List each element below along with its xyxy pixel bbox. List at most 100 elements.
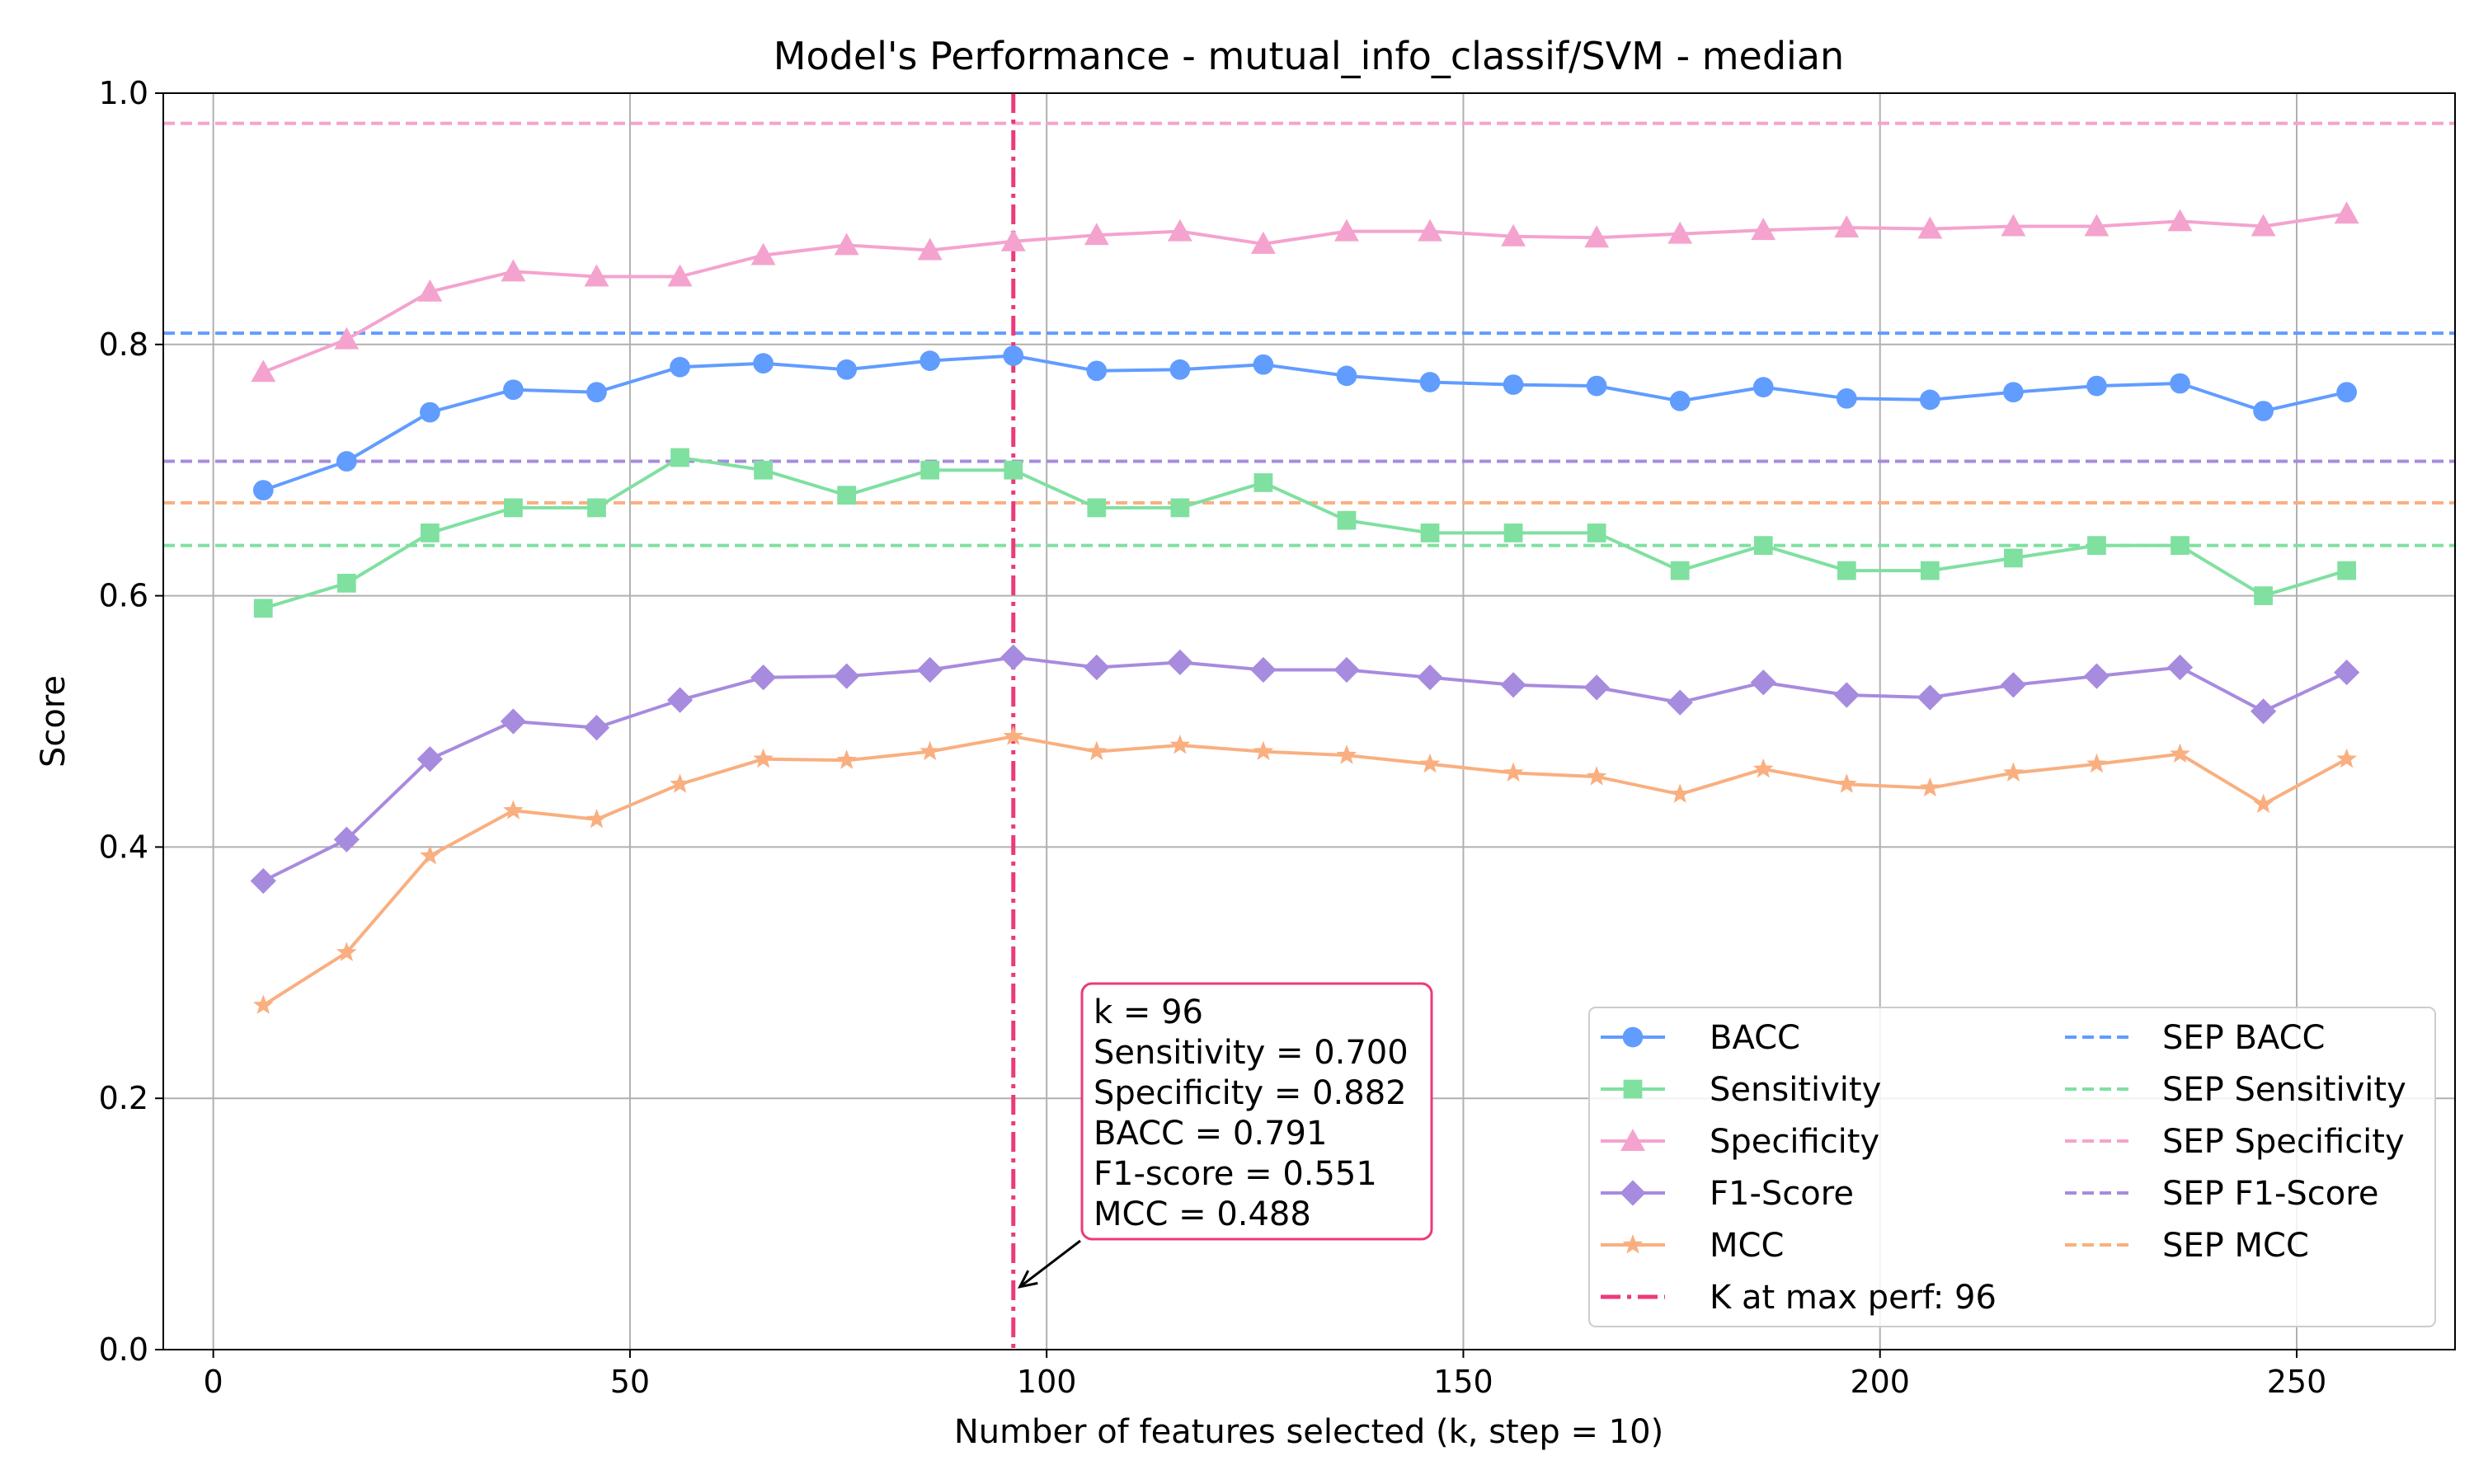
data-point xyxy=(920,350,941,371)
data-point xyxy=(1170,498,1190,518)
data-point xyxy=(1500,672,1526,698)
data-point xyxy=(586,808,607,829)
annotation-line: Specificity = 0.882 xyxy=(1094,1074,1407,1112)
data-point xyxy=(1419,372,1441,392)
data-point xyxy=(2337,561,2357,580)
annotation-box xyxy=(1080,982,1433,1241)
legend-label: SEP Sensitivity xyxy=(2162,1071,2406,1109)
data-point xyxy=(1586,766,1607,786)
legend-label: F1-Score xyxy=(1710,1175,1854,1213)
data-point xyxy=(1167,649,1193,675)
y-tick-label: 0.2 xyxy=(99,1080,148,1116)
data-point xyxy=(416,746,443,773)
data-point xyxy=(500,708,527,735)
data-point xyxy=(2001,214,2026,237)
data-point xyxy=(750,242,776,265)
data-point xyxy=(504,498,523,518)
data-point xyxy=(333,826,360,852)
data-point xyxy=(2334,659,2360,686)
data-point xyxy=(336,573,356,593)
data-point xyxy=(2000,672,2027,698)
data-point xyxy=(1837,561,1856,580)
data-point xyxy=(670,773,690,793)
data-point xyxy=(834,232,859,256)
ticks: 0 50 100 150 200 250 0.0 0.2 0.4 0.6 0.8 1.0 xyxy=(99,75,2327,1400)
data-point xyxy=(666,687,694,713)
data-point xyxy=(417,279,443,302)
data-point xyxy=(754,460,773,480)
data-point xyxy=(837,486,857,505)
x-tick-label: 250 xyxy=(2267,1364,2327,1400)
data-point xyxy=(1336,744,1357,764)
legend-label: SEP BACC xyxy=(2162,1019,2325,1057)
annotation-arrow-head xyxy=(1018,1270,1038,1289)
data-point xyxy=(252,480,274,500)
data-point xyxy=(503,800,524,819)
data-point xyxy=(753,353,774,374)
data-point xyxy=(503,379,524,401)
data-point xyxy=(501,259,526,282)
plot-frame xyxy=(162,92,2456,1350)
x-tick-label: 200 xyxy=(1850,1364,1910,1400)
data-point xyxy=(1169,359,1191,380)
data-point xyxy=(1418,218,1442,242)
legend: BACC Sensitivity Specificity F1-Score MCC K a… xyxy=(1588,1007,2436,1327)
data-point xyxy=(1250,231,1276,254)
data-point xyxy=(1000,228,1026,251)
data-point xyxy=(1750,669,1776,696)
data-point xyxy=(2084,214,2109,237)
y-axis-label: Score xyxy=(35,675,73,768)
data-point xyxy=(2253,793,2274,814)
series-line xyxy=(262,735,2348,1007)
data-point xyxy=(917,656,943,683)
legend-label: SEP MCC xyxy=(2162,1227,2309,1265)
data-point xyxy=(920,460,940,480)
data-point xyxy=(587,498,606,518)
legend-label: Sensitivity xyxy=(1710,1071,1881,1109)
annotation-line: BACC = 0.791 xyxy=(1094,1115,1327,1153)
data-point xyxy=(2086,375,2107,397)
data-point xyxy=(420,845,440,865)
data-point xyxy=(1086,360,1108,382)
data-point xyxy=(1667,689,1693,716)
data-point xyxy=(1836,387,1857,409)
legend-marker xyxy=(1620,1180,1646,1206)
legend-label: SEP F1-Score xyxy=(2162,1175,2378,1213)
annotation-line: Sensitivity = 0.700 xyxy=(1094,1034,1409,1072)
data-point xyxy=(2170,373,2190,394)
data-point xyxy=(2087,536,2106,556)
data-point xyxy=(2171,536,2189,556)
data-point xyxy=(1334,218,1359,242)
data-point xyxy=(1669,783,1691,803)
data-point xyxy=(1753,536,1773,556)
x-tick-label: 150 xyxy=(1433,1364,1493,1400)
data-point xyxy=(1584,225,1610,248)
data-point xyxy=(2166,654,2194,681)
data-point xyxy=(250,867,276,895)
data-point xyxy=(2334,201,2359,224)
data-point xyxy=(753,748,774,768)
data-point xyxy=(1917,684,1943,711)
data-point xyxy=(2254,586,2273,605)
legend-marker xyxy=(1623,1079,1643,1099)
data-point xyxy=(1503,524,1523,542)
annotation-line: MCC = 0.488 xyxy=(1094,1195,1311,1233)
data-point xyxy=(1337,510,1357,530)
data-point xyxy=(2004,548,2023,568)
data-point xyxy=(2083,663,2110,689)
legend-label: Specificity xyxy=(1710,1123,1879,1161)
data-point xyxy=(1917,216,1943,239)
data-point xyxy=(1087,498,1107,518)
data-point xyxy=(2253,401,2274,421)
data-point xyxy=(1084,223,1109,246)
y-tick-label: 0.6 xyxy=(99,578,148,614)
x-tick-label: 50 xyxy=(610,1364,650,1400)
data-point xyxy=(670,448,689,467)
y-tick-label: 0.8 xyxy=(99,326,148,363)
legend-marker xyxy=(1622,1026,1644,1048)
data-point xyxy=(1834,215,1860,238)
series-line xyxy=(262,456,2348,610)
data-point xyxy=(251,359,276,383)
